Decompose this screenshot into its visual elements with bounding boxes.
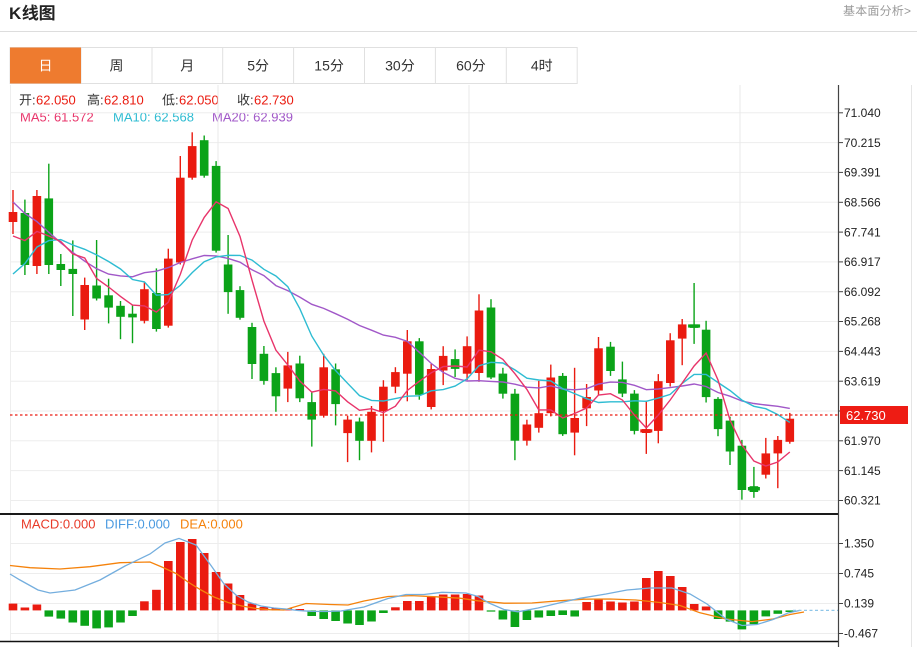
svg-text:63.619: 63.619 xyxy=(844,374,881,388)
svg-text:MA5: 61.572: MA5: 61.572 xyxy=(20,110,94,125)
svg-text:1.350: 1.350 xyxy=(844,537,874,551)
svg-text:5: 5 xyxy=(322,58,330,74)
svg-text:61.145: 61.145 xyxy=(844,464,881,478)
svg-text:71.040: 71.040 xyxy=(844,106,881,120)
svg-text:62.050: 62.050 xyxy=(36,93,76,108)
svg-text:MA10: 62.568: MA10: 62.568 xyxy=(113,110,194,125)
svg-text:66.917: 66.917 xyxy=(844,255,881,269)
svg-text:60.321: 60.321 xyxy=(844,494,881,508)
svg-text:-0.467: -0.467 xyxy=(844,627,878,641)
svg-text:4: 4 xyxy=(531,58,539,74)
svg-text:64.443: 64.443 xyxy=(844,345,881,359)
svg-text:DIFF:0.000: DIFF:0.000 xyxy=(105,517,170,532)
svg-text:62.730: 62.730 xyxy=(846,408,886,423)
svg-text::: : xyxy=(250,93,254,108)
svg-text:70.215: 70.215 xyxy=(844,136,881,150)
svg-text:61.970: 61.970 xyxy=(844,434,881,448)
svg-text:66.092: 66.092 xyxy=(844,285,881,299)
svg-text:DEA:0.000: DEA:0.000 xyxy=(180,517,243,532)
svg-text:5: 5 xyxy=(247,58,255,74)
svg-text:68.566: 68.566 xyxy=(844,196,881,210)
svg-text:K: K xyxy=(9,4,22,23)
svg-text:MACD:0.000: MACD:0.000 xyxy=(21,517,95,532)
svg-text:1: 1 xyxy=(314,58,322,74)
svg-text:62.810: 62.810 xyxy=(104,93,144,108)
svg-text::: : xyxy=(100,93,104,108)
svg-text:62.730: 62.730 xyxy=(254,93,294,108)
svg-text::: : xyxy=(175,93,179,108)
svg-text:67.741: 67.741 xyxy=(844,225,881,239)
svg-text:3: 3 xyxy=(385,58,393,74)
svg-text:MA20: 62.939: MA20: 62.939 xyxy=(212,110,293,125)
svg-text:62.050: 62.050 xyxy=(179,93,219,108)
svg-text::: : xyxy=(32,93,36,108)
svg-text:0.139: 0.139 xyxy=(844,597,874,611)
svg-text:69.391: 69.391 xyxy=(844,166,881,180)
svg-text:65.268: 65.268 xyxy=(844,315,881,329)
svg-text:0: 0 xyxy=(464,58,472,74)
svg-text:6: 6 xyxy=(456,58,464,74)
svg-text:0: 0 xyxy=(393,58,401,74)
svg-text:0.745: 0.745 xyxy=(844,567,874,581)
svg-text:>: > xyxy=(904,4,911,18)
